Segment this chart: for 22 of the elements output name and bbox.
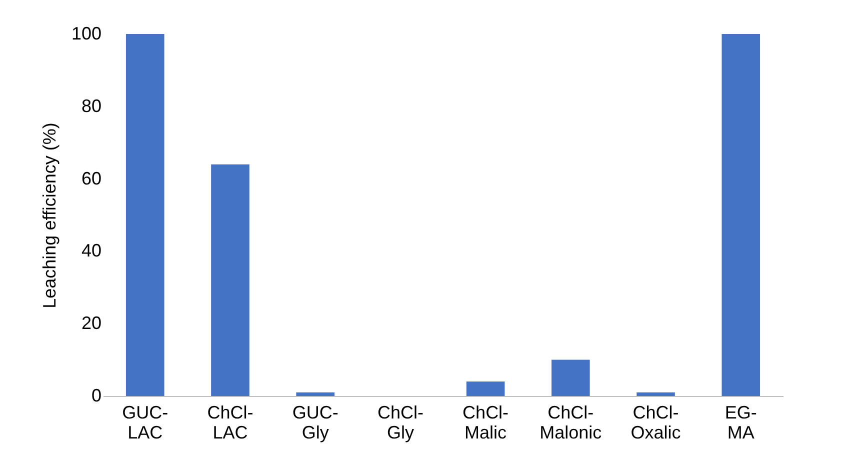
x-tick-label: GUC-LAC (122, 402, 168, 442)
x-tick-label: GUC-Gly (292, 402, 338, 442)
x-tick-label: ChCl-Gly (377, 402, 424, 442)
x-tick-label: ChCl-Oxalic (630, 402, 681, 442)
bar (552, 360, 590, 396)
y-tick-label: 20 (81, 313, 102, 334)
y-tick-label: 0 (91, 386, 102, 406)
x-tick-label: ChCl-Malonic (540, 402, 602, 442)
bar (636, 392, 675, 396)
y-tick-label: 100 (71, 24, 102, 44)
x-tick-label: ChCl-Malic (462, 402, 509, 442)
bar (126, 34, 164, 396)
x-tick-label: ChCl-LAC (207, 402, 254, 442)
y-tick-label: 60 (81, 168, 102, 188)
x-tick-label: EG-MA (724, 402, 757, 442)
y-tick-label: 40 (81, 240, 102, 261)
y-axis-title: Leaching efficiency (%) (39, 122, 60, 308)
bar (211, 164, 250, 396)
bar (296, 392, 334, 396)
y-tick-label: 80 (81, 96, 102, 116)
bar (722, 34, 760, 396)
bar (466, 382, 505, 396)
